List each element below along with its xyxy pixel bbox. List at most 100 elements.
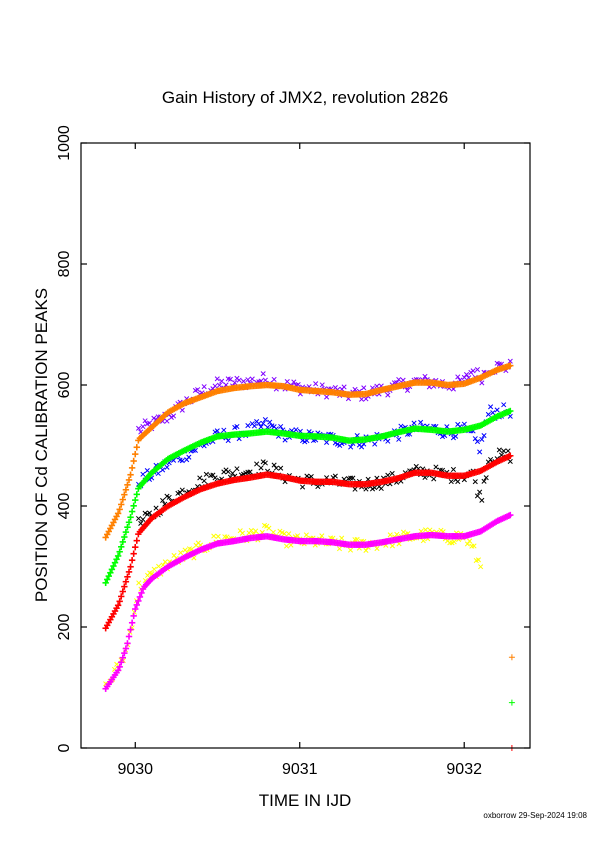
data-point — [162, 559, 168, 565]
data-point — [160, 497, 166, 504]
data-point — [422, 527, 429, 533]
data-point — [144, 467, 150, 474]
data-point — [299, 484, 306, 490]
data-point — [284, 378, 290, 385]
data-point — [135, 597, 142, 605]
data-point — [118, 593, 125, 600]
data-point — [132, 496, 139, 504]
data-point — [136, 580, 142, 586]
data-point — [240, 378, 247, 384]
data-point — [288, 542, 294, 548]
data-point — [485, 411, 491, 417]
data-point — [350, 475, 356, 481]
data-point — [114, 552, 122, 560]
data-point — [479, 436, 485, 442]
data-point — [127, 563, 134, 570]
data-point — [319, 533, 325, 539]
data-point — [203, 471, 209, 477]
data-point — [125, 519, 133, 526]
data-series-1 — [102, 407, 514, 587]
data-point — [295, 381, 301, 388]
data-point — [286, 531, 292, 537]
x-tick-label: 9031 — [282, 761, 318, 778]
data-point — [451, 539, 457, 545]
data-series-2 — [102, 452, 514, 632]
data-point — [249, 376, 255, 382]
data-point — [116, 663, 123, 671]
data-point — [507, 458, 513, 465]
data-point — [448, 479, 454, 485]
data-point — [118, 543, 125, 551]
data-point — [324, 439, 330, 445]
data-point — [245, 377, 251, 383]
data-series-9 — [508, 699, 515, 706]
data-point — [348, 475, 354, 481]
data-point — [278, 465, 284, 471]
data-point — [234, 423, 240, 430]
data-point — [179, 487, 185, 493]
data-point — [450, 466, 456, 473]
data-point — [396, 376, 402, 383]
data-point — [227, 376, 233, 382]
data-point — [113, 556, 120, 563]
data-point — [450, 435, 456, 441]
data-point — [170, 413, 177, 419]
data-point — [385, 392, 391, 398]
data-point — [232, 380, 238, 386]
data-point — [271, 462, 277, 468]
data-point — [507, 413, 513, 419]
data-point — [186, 454, 192, 460]
data-point — [385, 472, 391, 478]
data-point — [128, 464, 136, 472]
data-point — [258, 424, 264, 430]
data-point — [122, 578, 130, 585]
data-point — [347, 547, 354, 553]
data-point — [508, 654, 515, 661]
data-point — [124, 573, 131, 581]
data-point — [146, 420, 153, 426]
data-point — [118, 501, 125, 508]
data-point — [121, 533, 128, 541]
chart-title: Gain History of JMX2, revolution 2826 — [162, 88, 448, 107]
data-point — [179, 407, 185, 413]
data-point — [278, 423, 284, 430]
data-point — [490, 410, 496, 416]
footer-credit: oxborrow 29-Sep-2024 19:08 — [483, 811, 587, 820]
data-point — [363, 547, 369, 554]
data-point — [507, 407, 514, 415]
data-point — [494, 407, 500, 413]
data-point — [455, 374, 461, 380]
data-point — [166, 494, 172, 500]
data-point — [140, 471, 146, 477]
data-point — [385, 438, 391, 444]
data-point — [378, 485, 384, 492]
data-point — [478, 564, 484, 570]
data-point — [239, 530, 245, 536]
data-point — [361, 385, 367, 391]
data-point — [136, 593, 144, 601]
data-point — [262, 377, 268, 383]
data-point — [270, 529, 276, 535]
data-point — [136, 515, 142, 522]
data-point — [433, 464, 439, 470]
data-point — [501, 402, 507, 408]
data-point — [221, 427, 227, 433]
data-point — [474, 439, 481, 445]
data-point — [114, 667, 122, 674]
data-point — [111, 559, 119, 566]
data-point — [133, 491, 140, 498]
x-tick-label: 9032 — [446, 761, 482, 778]
data-point — [479, 380, 485, 386]
data-point — [234, 466, 240, 472]
data-point — [214, 376, 220, 382]
data-point — [124, 640, 131, 647]
data-point — [389, 543, 395, 549]
data-point — [140, 424, 146, 430]
data-point — [140, 516, 146, 522]
data-point — [295, 533, 301, 539]
plot-frame — [80, 142, 531, 749]
data-point — [122, 486, 130, 493]
data-point — [339, 535, 345, 541]
data-point — [107, 569, 114, 576]
data-point — [479, 497, 485, 503]
